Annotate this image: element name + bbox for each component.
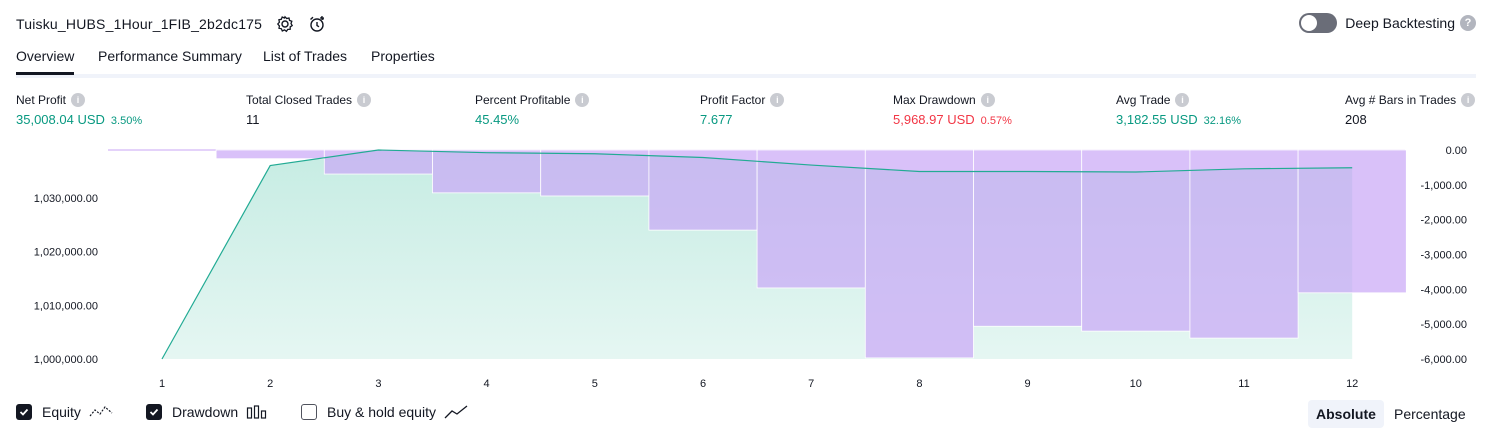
metric-value: 35,008.04 USD bbox=[16, 112, 105, 127]
x-axis-tick: 12 bbox=[1346, 378, 1358, 390]
help-icon[interactable]: ? bbox=[1460, 15, 1476, 31]
tab-list-of-trades[interactable]: List of Trades bbox=[263, 48, 348, 64]
drawdown-bar bbox=[540, 149, 650, 197]
drawdown-bar bbox=[432, 149, 542, 194]
x-axis-tick: 4 bbox=[484, 378, 490, 390]
right-axis-tick: -3,000.00 bbox=[1421, 250, 1467, 262]
strategy-header: Tuisku_HUBS_1Hour_1FIB_2b2dc175 bbox=[16, 12, 326, 36]
drawdown-bar bbox=[1297, 149, 1407, 294]
x-axis-tick: 2 bbox=[267, 378, 273, 390]
x-axis-tick: 8 bbox=[916, 378, 922, 390]
left-axis-tick: 1,000,000.00 bbox=[34, 354, 98, 366]
legend-label: Drawdown bbox=[172, 404, 239, 420]
metric-value: 5,968.97 USD bbox=[893, 112, 975, 127]
equity-drawdown-chart: 1,030,000.00 1,020,000.00 1,010,000.00 1,00… bbox=[34, 145, 1467, 390]
metric-label: Max Drawdown bbox=[893, 93, 976, 107]
drawdown-bars-icon bbox=[246, 404, 268, 420]
metric-percent: 32.16% bbox=[1203, 115, 1241, 127]
metric-label: Profit Factor bbox=[700, 93, 766, 107]
absolute-button[interactable]: Absolute bbox=[1308, 400, 1384, 428]
right-axis-tick: -4,000.00 bbox=[1421, 284, 1467, 296]
tab-performance-summary[interactable]: Performance Summary bbox=[98, 48, 242, 64]
info-icon[interactable]: i bbox=[1461, 93, 1476, 107]
right-axis-tick: -6,000.00 bbox=[1421, 354, 1467, 366]
metric-value: 208 bbox=[1345, 112, 1367, 127]
drawdown-bar bbox=[864, 149, 974, 359]
info-icon[interactable]: i bbox=[1175, 93, 1190, 107]
legend-equity[interactable]: Equity bbox=[16, 404, 113, 420]
checkbox-drawdown[interactable] bbox=[146, 404, 162, 420]
info-icon[interactable]: i bbox=[357, 93, 372, 107]
right-axis-tick: -2,000.00 bbox=[1421, 215, 1467, 227]
info-icon[interactable]: i bbox=[71, 93, 86, 107]
drawdown-bar bbox=[1081, 149, 1191, 332]
x-axis-tick: 3 bbox=[375, 378, 381, 390]
info-icon[interactable]: i bbox=[575, 93, 590, 107]
x-axis-tick: 11 bbox=[1238, 378, 1249, 390]
metric-percent: 0.57% bbox=[980, 115, 1012, 127]
metric-profit-factor: Profit Factor i 7.677 bbox=[700, 93, 785, 127]
drawdown-bar bbox=[756, 149, 866, 289]
legend-drawdown[interactable]: Drawdown bbox=[146, 404, 268, 420]
right-axis-tick: 0.00 bbox=[1446, 145, 1467, 157]
metric-label: Avg Trade bbox=[1116, 93, 1171, 107]
checkbox-equity[interactable] bbox=[16, 404, 32, 420]
metric-value: 11 bbox=[246, 112, 260, 127]
left-axis-tick: 1,020,000.00 bbox=[34, 247, 98, 259]
info-icon[interactable]: i bbox=[980, 93, 995, 107]
checkbox-buy-hold-equity[interactable] bbox=[301, 404, 317, 420]
tab-bar: Overview Performance Summary List of Tra… bbox=[16, 46, 1476, 78]
x-axis-tick: 10 bbox=[1130, 378, 1142, 390]
metric-max-drawdown: Max Drawdown i 5,968.97 USD 0.57% bbox=[893, 93, 1012, 127]
metric-total-closed-trades: Total Closed Trades i 11 bbox=[246, 93, 372, 127]
metric-value: 7.677 bbox=[700, 112, 733, 127]
drawdown-bar bbox=[1189, 149, 1299, 339]
drawdown-bar bbox=[215, 149, 325, 160]
x-axis-tick: 6 bbox=[700, 378, 706, 390]
metric-value: 45.45% bbox=[475, 112, 520, 127]
equity-line-icon bbox=[89, 404, 113, 420]
legend-label: Equity bbox=[42, 404, 81, 420]
metric-avg-bars-in-trades: Avg # Bars in Trades i 208 bbox=[1345, 93, 1476, 127]
drawdown-bar bbox=[323, 149, 433, 175]
add-alert-icon[interactable] bbox=[308, 15, 326, 33]
metric-label: Total Closed Trades bbox=[246, 93, 353, 107]
metric-avg-trade: Avg Trade i 3,182.55 USD 32.16% bbox=[1116, 93, 1241, 127]
tab-overview[interactable]: Overview bbox=[16, 48, 75, 75]
x-axis-tick: 1 bbox=[159, 378, 165, 390]
x-axis-tick: 9 bbox=[1025, 378, 1031, 390]
legend-buy-hold[interactable]: Buy & hold equity bbox=[301, 404, 468, 420]
right-axis-tick: -5,000.00 bbox=[1421, 319, 1467, 331]
metric-label: Net Profit bbox=[16, 93, 67, 107]
x-axis-tick: 7 bbox=[808, 378, 814, 390]
deep-backtesting-label: Deep Backtesting bbox=[1345, 15, 1455, 31]
drawdown-bar bbox=[648, 149, 758, 231]
metric-percent: 3.50% bbox=[110, 115, 143, 127]
strategy-title: Tuisku_HUBS_1Hour_1FIB_2b2dc175 bbox=[16, 16, 263, 32]
equity-line bbox=[161, 149, 1353, 360]
metric-value: 3,182.55 USD bbox=[1116, 112, 1198, 127]
info-icon[interactable]: i bbox=[770, 93, 785, 107]
right-axis-tick: -1,000.00 bbox=[1421, 180, 1467, 192]
deep-backtesting: Deep Backtesting ? bbox=[1299, 13, 1476, 33]
left-axis-tick: 1,010,000.00 bbox=[34, 300, 98, 312]
percentage-button[interactable]: Percentage bbox=[1394, 406, 1466, 422]
metric-percent-profitable: Percent Profitable i 45.45% bbox=[475, 93, 590, 127]
deep-backtesting-toggle[interactable] bbox=[1299, 13, 1338, 33]
metric-label: Avg # Bars in Trades bbox=[1345, 93, 1457, 107]
tab-properties[interactable]: Properties bbox=[371, 48, 435, 64]
drawdown-bar bbox=[973, 149, 1083, 327]
settings-icon[interactable] bbox=[276, 15, 294, 33]
buy-hold-line-icon bbox=[444, 404, 468, 420]
legend-label: Buy & hold equity bbox=[327, 404, 436, 420]
left-axis-tick: 1,030,000.00 bbox=[34, 193, 98, 205]
metric-label: Percent Profitable bbox=[475, 93, 571, 107]
metric-net-profit: Net Profit i 35,008.04 USD 3.50% bbox=[16, 93, 142, 127]
x-axis-tick: 5 bbox=[592, 378, 598, 390]
